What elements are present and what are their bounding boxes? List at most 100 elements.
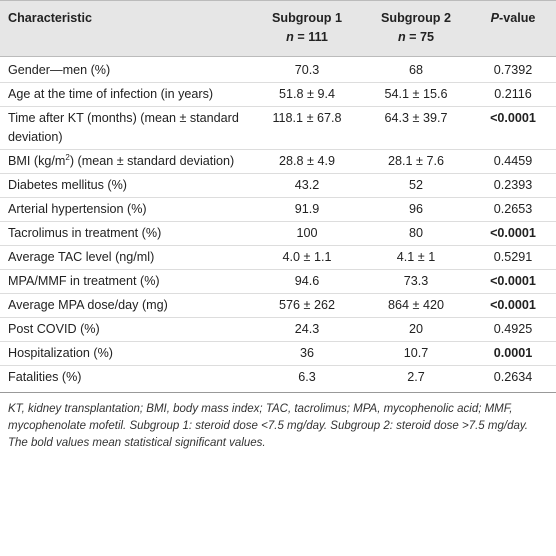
p-value-cell: 0.2116 — [470, 82, 556, 107]
p-value: <0.0001 — [490, 111, 536, 125]
footnote: The bold values mean statistical signifi… — [8, 437, 266, 449]
p-value-cell: 0.2653 — [470, 197, 556, 222]
p-value-cell: 0.5291 — [470, 245, 556, 270]
p-value-cell: <0.0001 — [470, 221, 556, 246]
p-value-cell: 0.0001 — [470, 341, 556, 366]
p-value-cell: 0.2393 — [470, 173, 556, 198]
p-value: <0.0001 — [490, 298, 536, 312]
p-value: 0.0001 — [493, 346, 533, 360]
characteristic-cell: Post COVID (%) — [0, 317, 252, 342]
table-row: Average MPA dose/day (mg) 576 ± 262 864 ± … — [0, 293, 556, 318]
p-value: 0.2653 — [493, 202, 533, 216]
characteristic-text: Age at the time of infection (in years) — [8, 87, 214, 101]
table-row: Hospitalization (%) 36 10.7 0.0001 — [0, 341, 556, 366]
header-text: P — [490, 11, 499, 25]
characteristic-text: Diabetes mellitus (%) — [8, 178, 127, 192]
characteristic-text: 2 — [65, 152, 70, 162]
subgroup1: 94.6 — [294, 274, 320, 288]
characteristic-cell: Average MPA dose/day (mg) — [0, 293, 252, 318]
subgroup1-cell: 94.6 — [252, 269, 362, 294]
table-row: Average TAC level (ng/ml) 4.0 ± 1.1 4.1 ± … — [0, 245, 556, 270]
characteristic-text: MPA/MMF in treatment (%) — [8, 274, 160, 288]
p-value-cell: 0.7392 — [470, 56, 556, 83]
subgroup2: 52 — [408, 178, 423, 192]
subgroup1: 118.1 ± 67.8 — [272, 111, 342, 125]
p-value: 0.2634 — [493, 370, 533, 384]
table-row: Arterial hypertension (%) 91.9 96 0.2653 — [0, 197, 556, 222]
footnote: KT, kidney transplantation; BMI, body ma… — [8, 403, 528, 432]
subgroup2-cell: 864 ± 420 — [362, 293, 470, 318]
subgroup1: 70.3 — [294, 63, 320, 77]
subgroup2-cell: 80 — [362, 221, 470, 246]
table-row: Gender—men (%) 70.3 68 0.7392 — [0, 56, 556, 83]
subgroup1: 36 — [299, 346, 314, 360]
subgroup1-cell: 91.9 — [252, 197, 362, 222]
subgroup2: 68 — [408, 63, 423, 77]
table-row: Age at the time of infection (in years) 5… — [0, 82, 556, 107]
p-value: 0.2393 — [493, 178, 533, 192]
subgroup2-cell: 20 — [362, 317, 470, 342]
subgroup2: 10.7 — [403, 346, 429, 360]
p-value: 0.4459 — [493, 154, 533, 168]
characteristic-cell: Fatalities (%) — [0, 365, 252, 393]
subgroup2: 73.3 — [403, 274, 429, 288]
subgroup1: 576 ± 262 — [279, 298, 335, 312]
characteristic-text: Hospitalization (%) — [8, 346, 113, 360]
subgroup1: 4.0 ± 1.1 — [282, 250, 332, 264]
p-value-cell: 0.2634 — [470, 365, 556, 393]
subgroup2: 64.3 ± 39.7 — [384, 111, 448, 125]
subgroup2: 4.1 ± 1 — [396, 250, 436, 264]
subgroup1: 91.9 — [294, 202, 320, 216]
subgroup2: 80 — [408, 226, 423, 240]
subgroup2-cell: 4.1 ± 1 — [362, 245, 470, 270]
table-row: MPA/MMF in treatment (%) 94.6 73.3 <0.0001 — [0, 269, 556, 294]
subgroup2-cell: 10.7 — [362, 341, 470, 366]
table-row: Fatalities (%) 6.3 2.7 0.2634 — [0, 365, 556, 393]
table-row: Post COVID (%) 24.3 20 0.4925 — [0, 317, 556, 342]
subgroup2-cell: 73.3 — [362, 269, 470, 294]
subgroup2-cell: 2.7 — [362, 365, 470, 393]
p-value: 0.2116 — [494, 87, 532, 101]
header-text: -value — [499, 11, 536, 25]
subgroup1-cell: 118.1 ± 67.8 — [252, 106, 362, 150]
p-value: 0.4925 — [493, 322, 533, 336]
subgroup1-cell: 70.3 — [252, 56, 362, 83]
characteristic-cell: Average TAC level (ng/ml) — [0, 245, 252, 270]
subgroup1-cell: 51.8 ± 9.4 — [252, 82, 362, 107]
subgroup2-cell: 96 — [362, 197, 470, 222]
subgroup2: 54.1 ± 15.6 — [384, 87, 448, 101]
table-body: Gender—men (%) 70.3 68 0.7392 Age at the tim… — [0, 56, 556, 393]
characteristic-cell: Time after KT (months) (mean ± standard … — [0, 106, 252, 150]
header-text: Subgroup 2 — [381, 11, 451, 25]
header-text: Characteristic — [8, 11, 92, 25]
characteristic-text: Average TAC level (ng/ml) — [8, 250, 155, 264]
subgroup2: 96 — [408, 202, 423, 216]
characteristic-text: Time after KT (months) (mean ± standard … — [8, 111, 239, 144]
characteristic-cell: Age at the time of infection (in years) — [0, 82, 252, 107]
p-value: <0.0001 — [490, 274, 536, 288]
subgroup1-cell: 576 ± 262 — [252, 293, 362, 318]
header-row: Characteristic Subgroup 1 n = 111 Subgrou… — [0, 0, 556, 57]
characteristic-cell: Arterial hypertension (%) — [0, 197, 252, 222]
subgroup2-cell: 64.3 ± 39.7 — [362, 106, 470, 150]
subgroup1-cell: 28.8 ± 4.9 — [252, 149, 362, 174]
header-cell: Subgroup 1 n = 111 — [252, 0, 362, 57]
subgroup1-cell: 24.3 — [252, 317, 362, 342]
header-cell: Subgroup 2 n = 75 — [362, 0, 470, 57]
p-value-cell: 0.4925 — [470, 317, 556, 342]
p-value: 0.7392 — [493, 63, 533, 77]
subgroup1: 24.3 — [294, 322, 320, 336]
characteristic-cell: Hospitalization (%) — [0, 341, 252, 366]
characteristic-cell: Gender—men (%) — [0, 56, 252, 83]
header-text: n — [397, 30, 406, 44]
table-row: Diabetes mellitus (%) 43.2 52 0.2393 — [0, 173, 556, 198]
header-text: = 111 — [297, 30, 328, 44]
characteristic-cell: Tacrolimus in treatment (%) — [0, 221, 252, 246]
subgroup2-cell: 68 — [362, 56, 470, 83]
subgroup2: 28.1 ± 7.6 — [388, 154, 444, 168]
header-text: Subgroup 1 — [272, 11, 342, 25]
characteristic-text: Tacrolimus in treatment (%) — [8, 226, 162, 240]
subgroup1-cell: 4.0 ± 1.1 — [252, 245, 362, 270]
subgroup1: 100 — [296, 226, 318, 240]
